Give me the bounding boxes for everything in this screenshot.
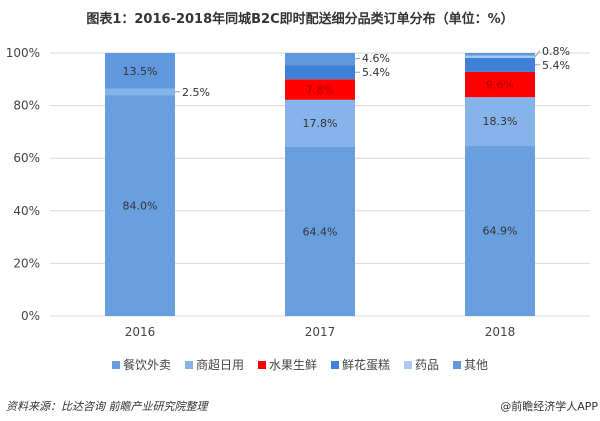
bar-segment [285,65,355,80]
y-tick-label: 20% [13,256,40,270]
data-label: 5.4% [542,59,570,72]
legend-item: 药品 [404,356,439,373]
y-tick-label: 100% [6,46,40,60]
data-label: 2.5% [182,86,210,99]
data-label: 9.6% [486,79,514,92]
data-label: 17.8% [303,117,338,130]
bar-segment [285,99,355,147]
y-tick-label: 60% [13,151,40,165]
legend-item: 商超日用 [184,356,244,373]
data-label: 64.9% [483,225,518,238]
legend-swatch [331,360,339,369]
legend-label: 商超日用 [195,358,244,372]
bar-segment [465,57,535,72]
source-note: 资料来源：比达咨询 前瞻产业研究院整理 [6,400,208,413]
x-tick-label: 2016 [125,325,156,339]
x-tick-label: 2018 [485,325,516,339]
legend-label: 其他 [464,358,489,372]
legend-item: 水果生鲜 [257,356,317,373]
legend-swatch [453,360,462,369]
legend-swatch [184,360,193,369]
y-tick-label: 80% [13,99,40,113]
legend-swatch [404,360,413,369]
data-label: 13.5% [123,65,158,78]
y-tick-label: 0% [21,309,40,323]
legend-label: 餐饮外卖 [122,358,171,372]
bar-segment [105,88,175,96]
bar-segment [465,55,535,58]
bar-segment [465,71,535,98]
label-leader [354,57,361,60]
bar-segment [105,53,175,89]
bar-segment [465,145,535,316]
data-label: 7.8% [306,84,334,97]
legend-label: 鲜花蛋糕 [342,358,391,372]
data-label: 18.3% [483,115,518,128]
legend: 餐饮外卖 商超日用 水果生鲜 鲜花蛋糕 药品 其他 [0,356,600,373]
data-label: 84.0% [123,200,158,213]
label-leader [534,50,541,57]
data-label: 64.4% [303,225,338,238]
bar-segment [285,79,355,100]
legend-item: 餐饮外卖 [111,356,171,373]
legend-swatch [111,360,120,369]
legend-item: 其他 [453,356,488,373]
x-tick-label: 2017 [305,325,336,339]
legend-label: 药品 [415,358,440,372]
bar-segment [285,53,355,66]
data-label: 0.8% [542,45,570,58]
data-label: 5.4% [362,66,390,79]
legend-swatch [257,360,266,369]
bar-segment [285,146,355,316]
credit: @前瞻经济学人APP [500,400,598,413]
data-label: 4.6% [362,52,390,65]
bar-segment [465,53,535,56]
bar-segment [465,97,535,146]
legend-item: 鲜花蛋糕 [331,356,390,373]
chart-title: 图表1：2016-2018年同城B2C即时配送细分品类订单分布（单位：%） [86,12,514,27]
legend-label: 水果生鲜 [268,358,317,372]
y-tick-label: 40% [13,204,40,218]
bar-segment [105,95,175,316]
